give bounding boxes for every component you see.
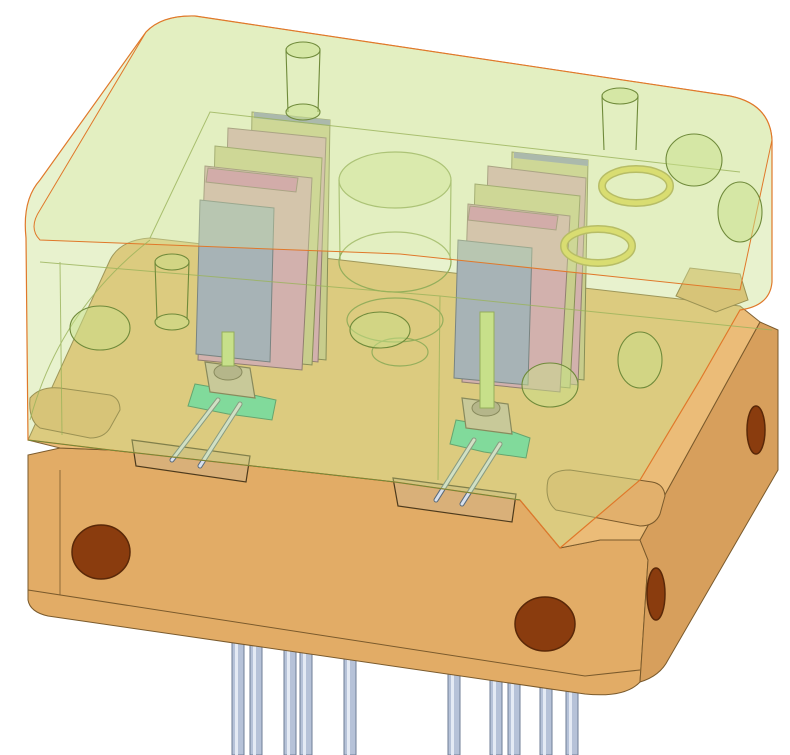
pin-highlight [493,672,496,755]
corner-pocket-left [29,387,121,439]
o-ring-icon [560,225,636,267]
blind-hole-icon [746,405,766,455]
corner-pocket-back-right [675,267,749,313]
o-ring-icon [598,165,674,207]
sensor-right [433,311,531,507]
slide-stack-left [195,111,331,371]
transparent-cover [24,15,773,549]
pin-highlight [511,672,514,755]
blind-hole-icon [514,596,576,652]
cover-top-face [33,15,773,291]
pin-highlight [235,640,238,755]
pin-highlight [347,640,350,755]
pin-highlight [569,672,572,755]
blind-hole-icon [71,524,131,580]
cover-ghost-features [69,41,763,408]
base-right-face [639,321,779,683]
sensor-slot-right [392,477,517,523]
sensor-left [169,331,277,469]
pin-highlight [451,672,454,755]
pin-highlight [303,640,306,755]
blind-hole-icon [646,567,666,621]
pin-highlight [253,640,256,755]
pin-highlight [287,640,290,755]
pin-highlight [543,672,546,755]
inner-components [169,111,674,507]
ejector-pins [231,639,579,755]
